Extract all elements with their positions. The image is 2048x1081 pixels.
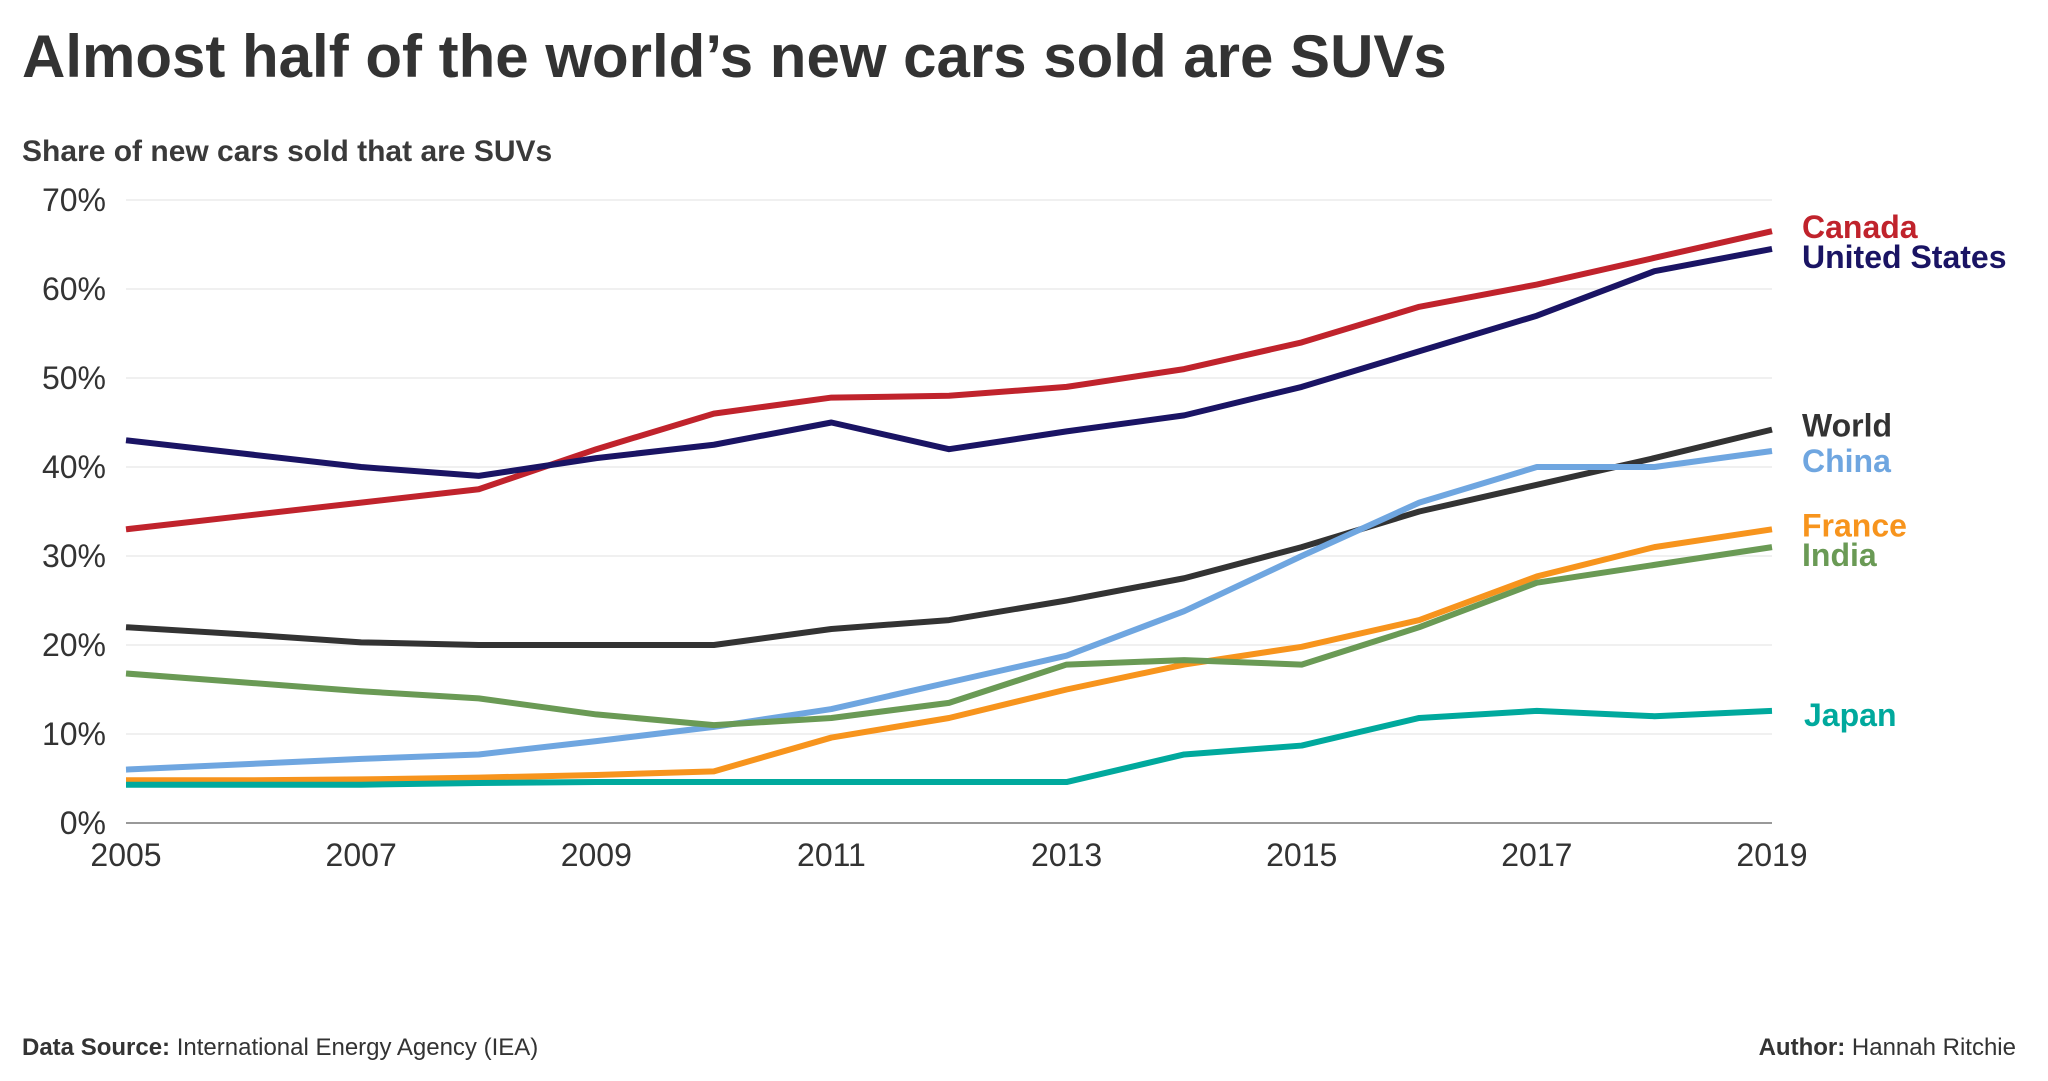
series-line-india	[125, 544, 1773, 729]
x-tick-label: 2015	[1266, 837, 1337, 873]
y-tick-label: 60%	[42, 271, 106, 307]
y-tick-label: 0%	[60, 805, 106, 841]
chart-subtitle: Share of new cars sold that are SUVs	[22, 135, 553, 168]
y-tick-label: 70%	[42, 182, 106, 218]
series-label: India	[1802, 537, 1877, 573]
x-tick-label: 2007	[326, 837, 397, 873]
x-tick-label: 2013	[1031, 837, 1102, 873]
series-label: Japan	[1804, 697, 1896, 733]
x-tick-label: 2017	[1501, 837, 1572, 873]
series-line-france	[126, 526, 1773, 784]
data-source: Data Source: International Energy Agency…	[22, 1034, 538, 1062]
x-tick-label: 2019	[1736, 837, 1807, 873]
series-label: Canada	[1802, 209, 1918, 245]
y-tick-label: 10%	[42, 716, 106, 752]
series-line-canada	[125, 228, 1773, 533]
source-value: International Energy Agency (IEA)	[176, 1034, 539, 1061]
series-line-united-states	[125, 246, 1773, 479]
series-line-world	[125, 426, 1773, 648]
y-tick-label: 50%	[42, 360, 106, 396]
y-tick-label: 40%	[42, 449, 106, 485]
series-line-china	[125, 448, 1773, 773]
x-tick-label: 2005	[90, 837, 161, 873]
series-label: China	[1802, 443, 1891, 479]
y-tick-label: 20%	[42, 627, 106, 663]
series-label: United States	[1802, 239, 2006, 275]
series-label: France	[1802, 507, 1907, 543]
x-tick-label: 2009	[561, 837, 632, 873]
author-value: Hannah Ritchie	[1851, 1034, 2016, 1061]
chart-title: Almost half of the world’s new cars sold…	[22, 23, 1447, 90]
x-tick-label: 2011	[797, 837, 866, 873]
series-line-japan	[126, 707, 1773, 788]
source-label: Data Source:	[22, 1034, 171, 1061]
author-label: Author:	[1758, 1034, 1846, 1061]
series-label: World	[1802, 408, 1892, 444]
author: Author: Hannah Ritchie	[1759, 1034, 2016, 1062]
y-tick-label: 30%	[42, 538, 106, 574]
